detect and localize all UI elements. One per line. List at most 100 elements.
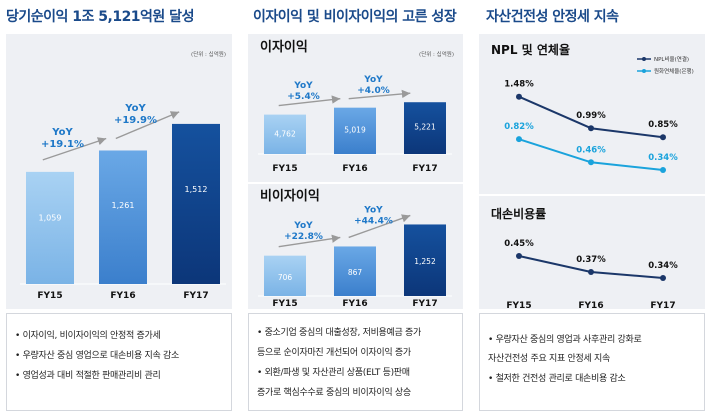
- yoy-arrow: [348, 214, 411, 239]
- bullet-item: 증가로 핵심수수료 중심의 비이자이익 상승: [257, 388, 411, 398]
- data-label: 1.48%: [504, 80, 534, 90]
- yoy-arrow: [348, 89, 411, 100]
- legend-marker: [642, 57, 646, 61]
- bullet-item: • 우량자산 중심의 영업과 사후관리 강화로: [488, 335, 642, 345]
- yoy-value: +4.0%: [357, 86, 390, 96]
- interest-income-chart-box: 이자이익 (단위 : 십억원) 4,762 FY15 5,019 FY16 5,221 FY1…: [248, 34, 463, 182]
- value-label: 1,261: [112, 201, 135, 210]
- data-point: [660, 167, 666, 173]
- npl-delinquency-chart: NPL 및 연체율1.48%0.99%0.85%0.82%0.46%0.34%F…: [491, 42, 694, 205]
- yoy-arrow: [278, 234, 341, 248]
- value-label: 1,059: [39, 214, 62, 223]
- x-tick-label: FY15: [37, 291, 62, 301]
- chart-title: 이자이익: [260, 39, 308, 55]
- yoy-arrow: [278, 95, 341, 107]
- yoy-label: YoY: [293, 81, 313, 91]
- data-label: 0.34%: [648, 153, 678, 163]
- data-label: 0.85%: [648, 120, 678, 130]
- bar-fy16: [99, 150, 147, 284]
- data-point: [588, 159, 594, 166]
- yoy-label: YoY: [124, 103, 146, 114]
- asset-quality-panel-title: 자산건전성 안정세 지속: [486, 9, 619, 25]
- bullet-item: 등으로 순이자마진 개선되어 이자이익 증가: [257, 348, 411, 358]
- data-point: [516, 253, 522, 259]
- npl-chart-box: NPL 및 연체율1.48%0.99%0.85%0.82%0.46%0.34%F…: [479, 34, 705, 205]
- x-tick-label: FY16: [342, 299, 367, 309]
- bullet-item: • 철저한 건전성 관리로 대손비용 감소: [488, 374, 626, 384]
- interest-income-chart: 이자이익 (단위 : 십억원) 4,762 FY15 5,019 FY16 5,221 FY1…: [258, 39, 454, 174]
- bar-fy17: [404, 102, 446, 154]
- credit-cost-chart-box: 대손비용률 0.45% 0.37% 0.34% FY15 FY16 FY17: [479, 196, 705, 311]
- yoy-label: YoY: [363, 205, 383, 215]
- yoy-value: +19.9%: [114, 115, 157, 126]
- yoy-value: +44.4%: [354, 216, 393, 226]
- value-label: 5,019: [344, 126, 366, 135]
- legend-label: NPL비율(연결): [654, 55, 689, 63]
- yoy-label: YoY: [363, 75, 383, 85]
- x-tick-label: FY17: [412, 164, 437, 174]
- data-label: 0.45%: [504, 239, 534, 249]
- income-growth-bullets: • 중소기업 중심의 대출성장, 저비용예금 증가 등으로 순이자마진 개선되어…: [248, 313, 463, 411]
- income-growth-panel-title: 이자이익 및 비이자이익의 고른 성장: [253, 9, 457, 25]
- value-label: 1,512: [185, 185, 208, 194]
- data-point: [660, 134, 666, 141]
- data-point: [588, 125, 594, 132]
- bar-fy16: [334, 246, 376, 296]
- credit-cost-chart: 대손비용률 0.45% 0.37% 0.34% FY15 FY16 FY17: [491, 206, 678, 311]
- bullet-item: • 우량자산 중심 영업으로 대손비용 지속 감소: [15, 351, 180, 361]
- bullet-item: 자산건전성 주요 지표 안정세 지속: [488, 354, 610, 364]
- x-tick-label: FY16: [342, 164, 367, 174]
- data-label: 0.82%: [504, 122, 534, 132]
- yoy-arrow: [42, 137, 107, 161]
- x-tick-label: FY15: [506, 301, 531, 309]
- bar-fy17: [404, 224, 446, 296]
- legend-label: 원화연체율(은행): [654, 67, 694, 75]
- bullet-item: • 영업성과 대비 적절한 판매관리비 관리: [15, 371, 161, 381]
- data-point: [516, 136, 522, 143]
- bar-fy15: [264, 255, 306, 296]
- net-income-bullets: • 이자이익, 비이자이익의 안정적 증가세 • 우량자산 중심 영업으로 대손…: [6, 313, 232, 411]
- x-tick-label: FY16: [110, 291, 135, 301]
- bar-fy17: [172, 123, 220, 284]
- yoy-label: YoY: [293, 221, 313, 231]
- yoy-value: +5.4%: [287, 92, 320, 102]
- yoy-value: +19.1%: [41, 139, 84, 150]
- data-point: [588, 269, 594, 275]
- x-tick-label: FY15: [272, 164, 297, 174]
- data-label: 0.46%: [576, 145, 606, 155]
- x-tick-label: FY17: [183, 291, 208, 301]
- bullet-item: • 이자이익, 비이자이익의 안정적 증가세: [15, 331, 161, 341]
- x-tick-label: FY16: [578, 301, 603, 309]
- asset-quality-bullets: • 우량자산 중심의 영업과 사후관리 강화로 자산건전성 주요 지표 안정세 …: [479, 313, 705, 411]
- non-interest-income-chart: 비이자이익706FY15867FY161,252FY17YoY+22.8%YoY…: [258, 188, 452, 309]
- bullet-item: • 중소기업 중심의 대출성장, 저비용예금 증가: [257, 328, 422, 338]
- value-label: 4,762: [274, 129, 296, 138]
- value-label: 5,221: [414, 123, 436, 132]
- x-tick-label: FY17: [650, 301, 675, 309]
- data-point: [516, 93, 522, 100]
- unit-label: (단위 : 십억원): [191, 50, 226, 58]
- bar-fy15: [26, 171, 74, 284]
- value-label: 1,252: [414, 257, 436, 266]
- data-label: 0.37%: [576, 255, 606, 265]
- net-income-chart-box: (단위 : 십억원) 1,059 FY15 1,261 FY16 1,512 FY17 YoY…: [6, 34, 232, 309]
- bullet-item: • 외환/파생 및 자산관리 상품(ELT 등)판매: [257, 368, 410, 378]
- bar-fy16: [334, 107, 376, 154]
- yoy-label: YoY: [51, 127, 73, 138]
- data-label: 0.99%: [576, 111, 606, 121]
- yoy-value: +22.8%: [284, 232, 323, 242]
- data-label: 0.34%: [648, 261, 678, 271]
- value-label: 867: [348, 268, 363, 277]
- bar-fy15: [264, 114, 306, 154]
- chart-title: 대손비용률: [491, 206, 546, 221]
- non-interest-income-chart-box: 비이자이익 706 FY15 867 FY16 1,252 FY17 YoY +22.8% YoY…: [248, 184, 463, 309]
- chart-title: NPL 및 연체율: [491, 42, 570, 57]
- legend-marker: [642, 69, 646, 73]
- data-point: [660, 275, 666, 281]
- net-income-chart: (단위 : 십억원) 1,059 FY15 1,261 FY16 1,512 FY17 YoY…: [20, 50, 226, 301]
- x-tick-label: FY17: [412, 299, 437, 309]
- chart-title: 비이자이익: [260, 188, 320, 204]
- value-label: 706: [278, 273, 293, 282]
- yoy-arrow: [115, 111, 180, 140]
- net-income-panel-title: 당기순이익 1조 5,121억원 달성: [6, 9, 194, 25]
